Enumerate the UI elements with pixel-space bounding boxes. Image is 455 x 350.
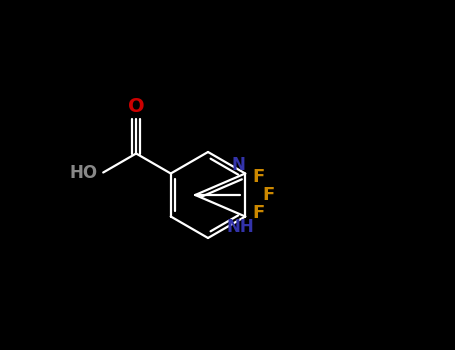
Text: F: F xyxy=(252,168,264,186)
Text: O: O xyxy=(128,97,144,116)
Text: F: F xyxy=(252,204,264,222)
Text: N: N xyxy=(231,156,245,175)
Text: HO: HO xyxy=(69,163,97,182)
Text: NH: NH xyxy=(227,217,254,236)
Text: F: F xyxy=(262,186,274,204)
